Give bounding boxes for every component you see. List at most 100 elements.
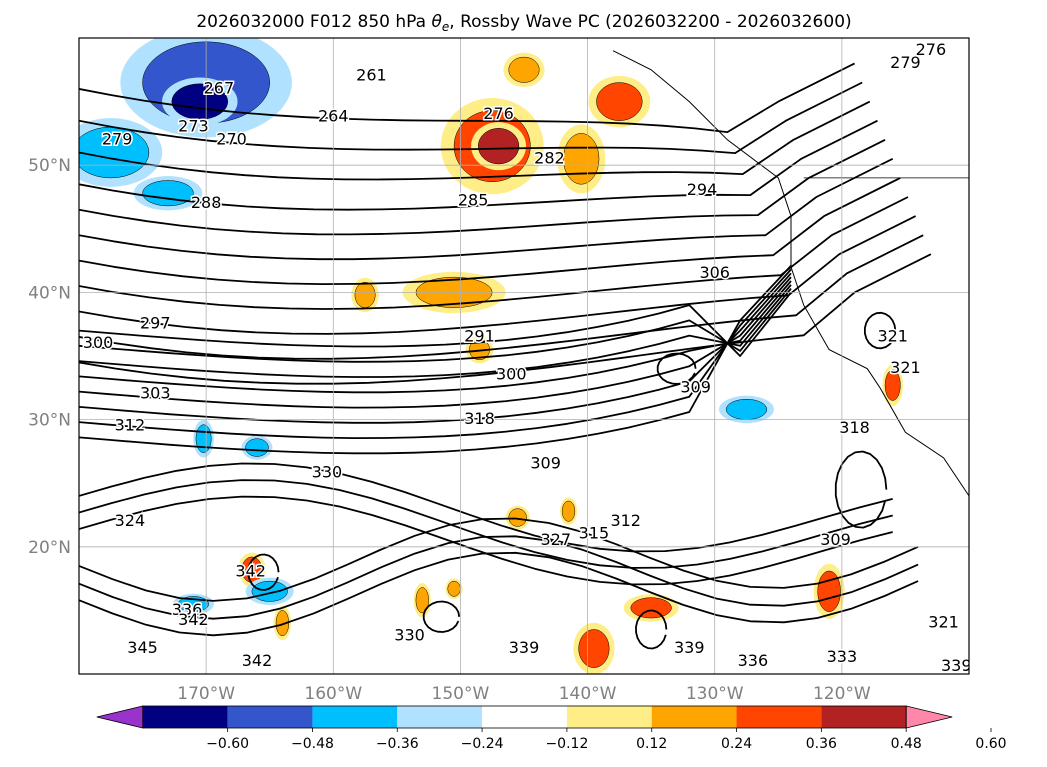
shading-patch <box>508 56 540 83</box>
shading-patch <box>447 580 461 597</box>
contour-label: 318 <box>464 409 495 428</box>
contour-label: 276 <box>483 104 514 123</box>
colorbar: −0.60 −0.48 −0.36 −0.24 −0.12 0.12 0.24 0.36 0.4… <box>96 705 1007 752</box>
contour-line <box>79 81 863 154</box>
colorbar-tick-label: −0.24 <box>461 736 504 752</box>
contour-line <box>79 138 886 236</box>
contour-label: 270 <box>216 129 247 148</box>
contour-line <box>79 535 919 620</box>
shading-patch <box>195 424 212 453</box>
shading-patch <box>354 281 376 308</box>
contour-loop <box>422 600 461 633</box>
shading-patch <box>578 629 610 668</box>
colorbar-tick-label: 0.60 <box>975 736 1006 752</box>
contour-label: 312 <box>115 415 146 434</box>
colorbar-frame <box>142 705 907 729</box>
contour-loop <box>834 450 888 529</box>
shading-patch <box>275 610 290 637</box>
colorbar-segment <box>482 706 567 728</box>
contour-label: 300 <box>496 365 527 384</box>
gridlines <box>79 38 969 674</box>
contour-line <box>79 100 871 181</box>
lat-tick-label: 30°N <box>28 411 71 431</box>
contour-line <box>79 62 856 133</box>
shading-patch <box>596 82 643 121</box>
contour-line <box>79 291 792 357</box>
contour-label: 321 <box>928 613 959 632</box>
colorbar-tick-label: 0.24 <box>721 736 752 752</box>
lon-tick-label: 120°W <box>813 684 871 704</box>
lon-tick-label: 150°W <box>432 684 490 704</box>
colorbar-segment <box>566 706 652 728</box>
shading-patch <box>245 438 269 457</box>
shading-patch <box>415 587 429 614</box>
contour-line <box>79 462 893 553</box>
colorbar-extend-high <box>905 705 953 729</box>
contour-line <box>79 196 909 310</box>
contour-label: 309 <box>680 377 711 396</box>
contour-loop <box>656 352 697 385</box>
contour-label: 345 <box>127 638 158 657</box>
contour-label: 339 <box>941 656 972 675</box>
contour-label: 294 <box>687 180 718 199</box>
contour-label: 297 <box>140 314 171 333</box>
contour-label: 264 <box>318 106 349 125</box>
longitude-ticks: 170°W 160°W 150°W 140°W 130°W 120°W <box>177 684 871 704</box>
theta-e-contours <box>79 62 932 650</box>
map-frame <box>78 37 970 675</box>
colorbar-extend-low <box>96 705 144 729</box>
chart-title: 2026032000 F012 850 hPa θe, Rossby Wave … <box>196 12 851 34</box>
contour-line <box>79 280 792 394</box>
contour-line <box>79 284 792 378</box>
shading-patch <box>817 570 841 612</box>
contour-label: 273 <box>178 117 209 136</box>
contour-loop <box>635 609 668 650</box>
contour-label: 315 <box>579 524 610 543</box>
colorbar-tick-label: −0.48 <box>291 736 334 752</box>
shading-patch <box>884 369 901 401</box>
colorbar-tick-label: 0.36 <box>806 736 837 752</box>
contour-label: 285 <box>458 190 489 209</box>
contour-label: 342 <box>178 610 209 629</box>
contour-line <box>79 288 792 363</box>
colorbar-segment <box>142 706 228 728</box>
contour-label: 342 <box>242 651 273 670</box>
shading-patch <box>477 128 520 165</box>
contour-line <box>79 268 792 439</box>
contour-label: 267 <box>204 78 235 97</box>
contour-label: 288 <box>191 193 222 212</box>
contour-label: 330 <box>312 463 343 482</box>
contour-line <box>79 215 917 335</box>
contour-label: 300 <box>83 333 114 352</box>
contour-label: 318 <box>839 418 870 437</box>
lon-tick-label: 160°W <box>304 684 362 704</box>
contour-label: 261 <box>356 66 387 85</box>
contour-loop <box>247 553 280 591</box>
coastline <box>612 50 969 497</box>
contour-loop <box>864 311 897 350</box>
contour-label: 312 <box>610 511 641 530</box>
lat-tick-label: 40°N <box>28 283 71 303</box>
colorbar-segment <box>227 706 313 728</box>
colorbar-tick-label: 0.12 <box>636 736 667 752</box>
contour-line <box>79 276 792 409</box>
colorbar-tick-label: −0.36 <box>376 736 419 752</box>
lat-tick-label: 20°N <box>28 538 71 558</box>
contour-label: 342 <box>235 562 266 581</box>
contour-label: 309 <box>820 530 851 549</box>
contour-line <box>79 517 919 602</box>
contour-line <box>79 234 924 360</box>
contour-label: 282 <box>534 148 565 167</box>
contour-line <box>79 272 792 424</box>
contour-line <box>79 157 894 261</box>
contour-label: 339 <box>509 638 540 657</box>
contour-label: 333 <box>827 647 858 666</box>
shading-patch <box>251 580 288 602</box>
colorbar-tick-label: 0.48 <box>891 736 922 752</box>
contour-label: 276 <box>916 40 947 59</box>
contour-label: 309 <box>530 454 561 473</box>
coastlines <box>612 50 969 497</box>
contour-label: 327 <box>541 530 572 549</box>
